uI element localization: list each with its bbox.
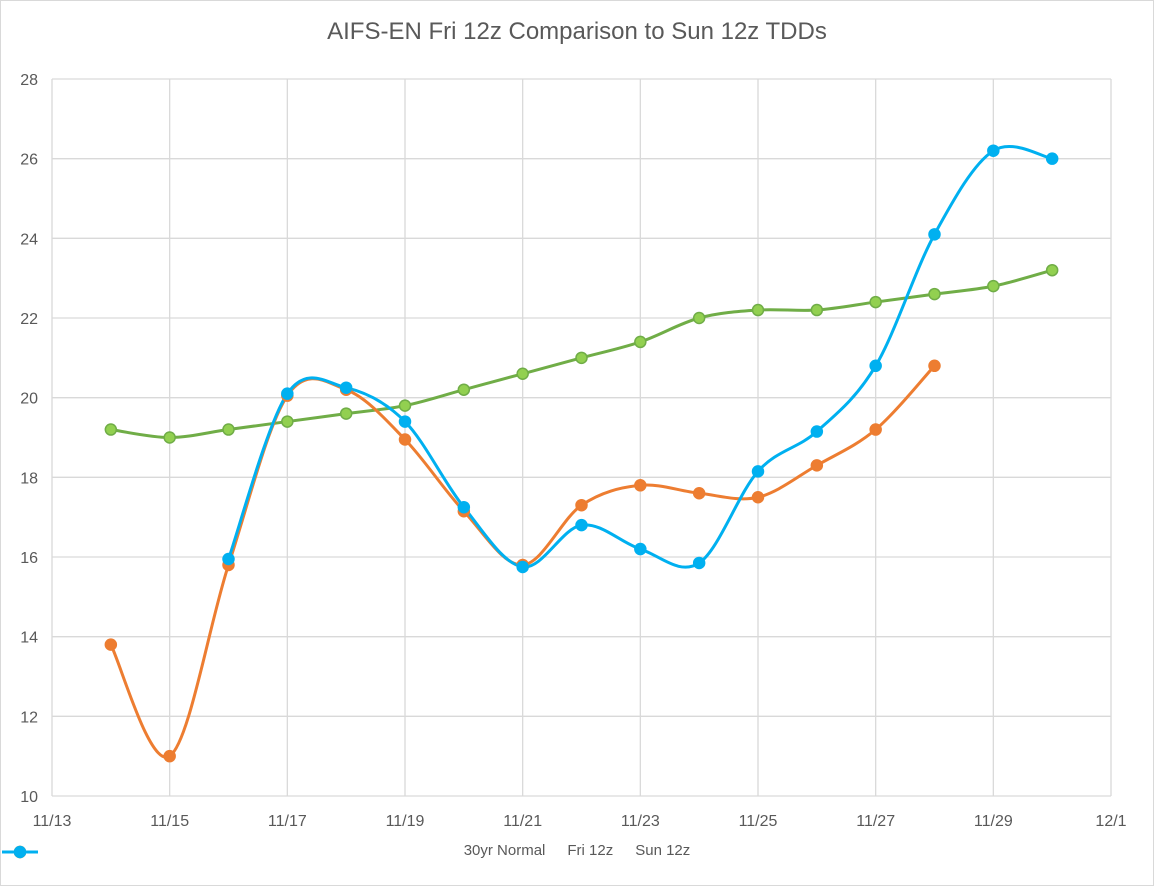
data-point-sun-12z xyxy=(339,381,353,394)
data-point-30yr-normal xyxy=(575,351,588,365)
x-tick-label: 11/23 xyxy=(621,813,660,830)
data-point-fri-12z xyxy=(810,459,824,472)
data-point-sun-12z xyxy=(516,560,529,574)
data-point-fri-12z xyxy=(751,491,765,504)
y-tick-label: 16 xyxy=(20,550,38,567)
legend-item-sun-12z: Sun 12z xyxy=(2,842,691,859)
data-point-fri-12z xyxy=(575,498,588,512)
data-point-sun-12z xyxy=(810,425,824,438)
y-tick-label: 24 xyxy=(20,231,38,248)
data-point-fri-12z xyxy=(928,359,941,373)
data-point-30yr-normal xyxy=(398,399,412,412)
legend-label: 30yr Normal xyxy=(463,842,546,859)
data-point-sun-12z xyxy=(751,465,765,478)
legend-label: Sun 12z xyxy=(635,842,691,859)
legend: 30yr Normal Fri 12z Sun 12z xyxy=(0,842,1154,859)
x-tick-label: 11/29 xyxy=(974,813,1013,830)
y-tick-label: 20 xyxy=(20,391,38,408)
y-tick-label: 22 xyxy=(20,311,38,328)
x-tick-label: 11/15 xyxy=(150,813,189,830)
y-tick-label: 28 xyxy=(20,72,38,89)
data-point-30yr-normal xyxy=(634,335,647,349)
data-point-sun-12z xyxy=(457,500,471,514)
data-point-sun-12z xyxy=(281,387,294,400)
series-points xyxy=(104,144,1059,763)
data-point-30yr-normal xyxy=(751,303,765,317)
y-tick-label: 12 xyxy=(20,709,38,726)
data-point-fri-12z xyxy=(163,749,176,763)
data-point-30yr-normal xyxy=(339,407,353,420)
data-point-sun-12z xyxy=(692,556,706,570)
data-point-sun-12z xyxy=(575,518,588,532)
data-point-30yr-normal xyxy=(516,367,529,381)
y-tick-label: 26 xyxy=(20,152,38,169)
data-point-fri-12z xyxy=(398,433,412,446)
x-tick-label: 12/1 xyxy=(1095,813,1126,830)
legend-label: Fri 12z xyxy=(567,842,614,859)
axis-labels: 10 12 14 16 18 20 22 24 26 28 11/13 11/15 11/17 11/19… xyxy=(20,72,1126,830)
x-tick-label: 11/21 xyxy=(503,813,542,830)
data-point-fri-12z xyxy=(104,638,118,651)
legend-item-fri-12z: Fri 12z xyxy=(2,842,614,859)
legend-swatch-sun-12z xyxy=(2,845,38,859)
y-tick-label: 14 xyxy=(20,630,38,647)
grid-lines xyxy=(51,78,1112,797)
data-point-sun-12z xyxy=(222,552,235,566)
data-point-sun-12z xyxy=(987,144,1000,157)
data-point-30yr-normal xyxy=(222,423,235,436)
data-point-fri-12z xyxy=(692,487,706,500)
data-point-fri-12z xyxy=(869,423,882,436)
data-point-30yr-normal xyxy=(1045,263,1059,277)
x-tick-label: 11/27 xyxy=(856,813,895,830)
y-tick-label: 18 xyxy=(20,470,38,487)
data-point-30yr-normal xyxy=(692,311,706,325)
data-point-30yr-normal xyxy=(457,383,471,396)
y-tick-label: 10 xyxy=(20,789,38,806)
x-tick-label: 11/25 xyxy=(739,813,778,830)
x-tick-label: 11/19 xyxy=(386,813,425,830)
data-point-30yr-normal xyxy=(928,287,941,301)
legend-item-30yr-normal: 30yr Normal xyxy=(2,842,546,859)
data-point-30yr-normal xyxy=(104,423,118,436)
data-point-sun-12z xyxy=(1045,152,1059,165)
data-point-sun-12z xyxy=(928,228,941,241)
data-point-30yr-normal xyxy=(163,431,176,444)
data-point-30yr-normal xyxy=(987,279,1000,293)
data-point-30yr-normal xyxy=(281,415,294,428)
x-tick-label: 11/17 xyxy=(268,813,307,830)
data-point-30yr-normal xyxy=(810,303,824,317)
data-point-30yr-normal xyxy=(869,295,882,309)
chart-title: AIFS-EN Fri 12z Comparison to Sun 12z TD… xyxy=(327,18,827,45)
data-point-sun-12z xyxy=(869,359,882,373)
series-line-fri-12z xyxy=(109,364,936,759)
x-tick-label: 11/13 xyxy=(33,813,72,830)
data-point-sun-12z xyxy=(634,542,647,556)
data-point-fri-12z xyxy=(634,479,647,492)
data-point-sun-12z xyxy=(398,415,412,428)
